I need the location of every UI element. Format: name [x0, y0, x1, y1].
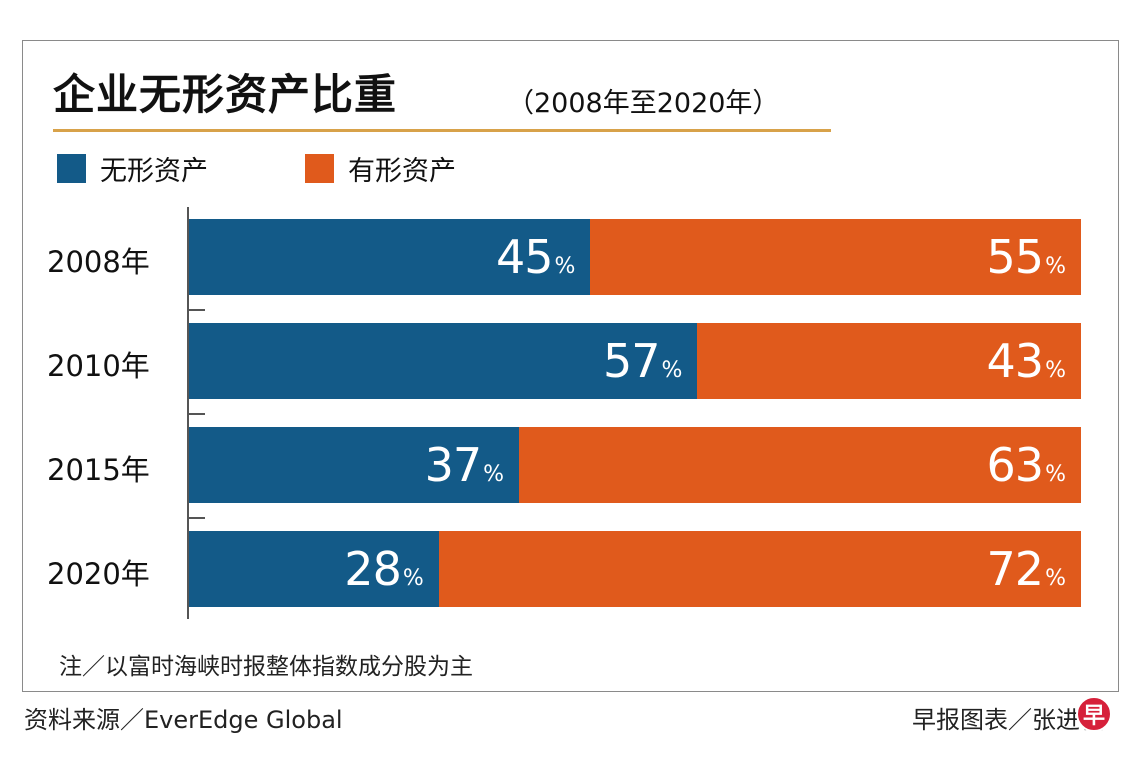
year-label: 2015年 — [47, 453, 150, 487]
data-label: 43% — [986, 334, 1066, 388]
axis-tick — [187, 309, 205, 311]
data-label: 57% — [602, 334, 682, 388]
bar-segment-intangible: 37% — [189, 427, 520, 503]
bar-segment-tangible: 63% — [519, 427, 1081, 503]
year-label: 2008年 — [47, 245, 150, 279]
bar-row: 28% 72% — [189, 531, 1081, 607]
graphic-credit: 早报图表／张进福 — [912, 706, 1104, 734]
legend-label-intangible: 无形资产 — [100, 156, 208, 187]
data-label: 28% — [344, 542, 423, 596]
bar-segment-intangible: 45% — [189, 219, 591, 295]
chart-note: 注／以富时海峡时报整体指数成分股为主 — [59, 654, 473, 680]
bar-row: 45% 55% — [189, 219, 1081, 295]
data-label: 45% — [495, 230, 575, 284]
title-underline — [53, 129, 831, 132]
source-credit: 资料来源／EverEdge Global — [24, 706, 343, 734]
legend-swatch-tangible — [305, 154, 334, 183]
bar-segment-tangible: 43% — [697, 323, 1081, 399]
data-label: 37% — [424, 438, 504, 492]
chart-title: 企业无形资产比重 — [53, 70, 398, 119]
bar-row: 57% 43% — [189, 323, 1081, 399]
legend-item-tangible: 有形资产 — [305, 149, 456, 188]
bar-segment-tangible: 55% — [590, 219, 1081, 295]
data-label: 72% — [986, 542, 1066, 596]
year-label: 2020年 — [47, 557, 150, 591]
chart-frame: 企业无形资产比重 （2008年至2020年） 无形资产 有形资产 注／以富时海峡… — [22, 40, 1119, 692]
zaobao-logo: 早 — [1076, 696, 1112, 732]
legend-label-tangible: 有形资产 — [348, 156, 456, 187]
bar-segment-intangible: 28% — [189, 531, 439, 607]
data-label: 55% — [986, 230, 1066, 284]
data-label: 63% — [986, 438, 1066, 492]
chart-subtitle: （2008年至2020年） — [507, 88, 780, 119]
legend-swatch-intangible — [57, 154, 86, 183]
legend-item-intangible: 无形资产 — [57, 149, 208, 188]
axis-tick — [187, 413, 205, 415]
bar-segment-tangible: 72% — [438, 531, 1081, 607]
year-label: 2010年 — [47, 349, 150, 383]
axis-tick — [187, 517, 205, 519]
bar-row: 37% 63% — [189, 427, 1081, 503]
bar-segment-intangible: 57% — [189, 323, 698, 399]
